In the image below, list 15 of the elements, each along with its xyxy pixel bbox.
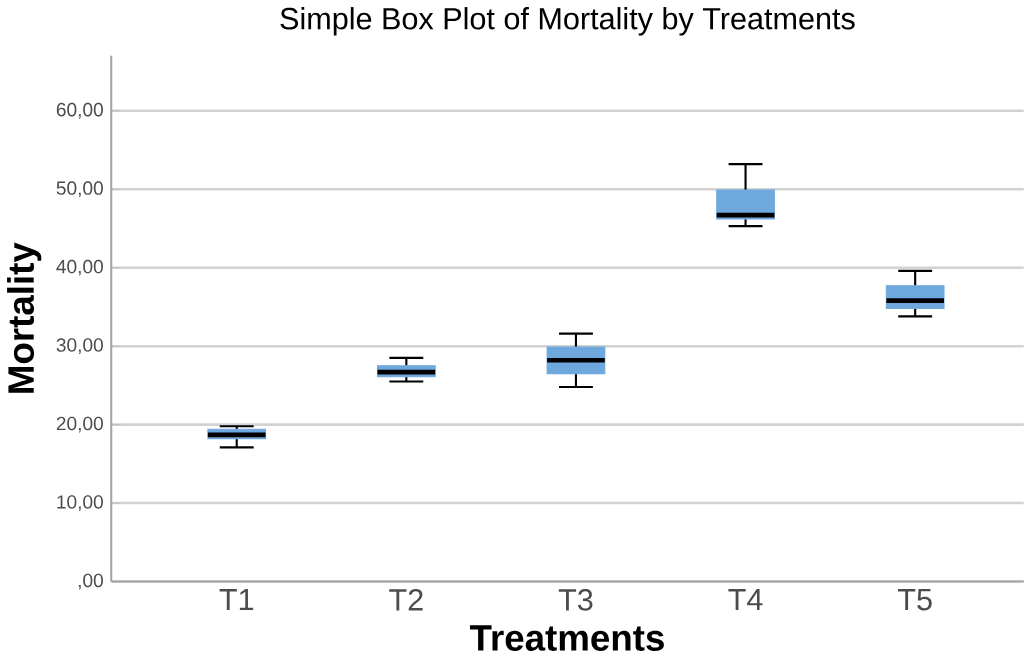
x-tick-label: T4 — [728, 589, 763, 611]
y-tick-label: 50,00 — [56, 181, 103, 198]
x-tick-label: T2 — [389, 589, 423, 611]
y-tick-label: 10,00 — [57, 495, 103, 511]
x-tick-label: T5 — [898, 589, 932, 611]
x-tick-label: T3 — [558, 589, 593, 611]
chart-title: Simple Box Plot of Mortality by Treatments — [280, 7, 855, 36]
y-tick-label: 20,00 — [56, 416, 103, 433]
y-tick-label: ,00 — [78, 573, 103, 590]
y-tick-label: 40,00 — [56, 259, 103, 276]
x-tick-label: T1 — [219, 589, 254, 611]
y-tick-label: 60,00 — [56, 102, 103, 119]
y-axis-title: Mortality — [7, 242, 42, 393]
x-axis-title: Treatments — [469, 625, 664, 651]
y-tick-label: 30,00 — [56, 338, 103, 355]
